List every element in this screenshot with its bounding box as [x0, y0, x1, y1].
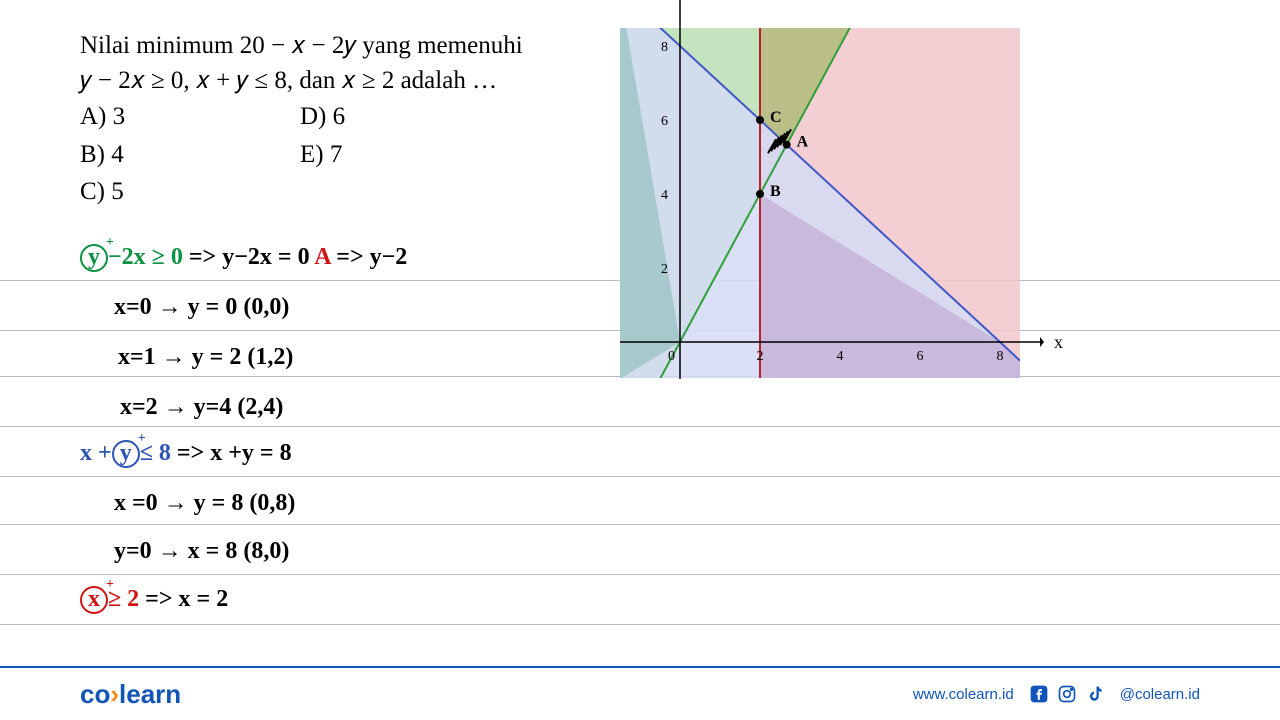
- footer: co›learn www.colearn.id @colearn.id: [0, 666, 1280, 720]
- rule-line: [0, 524, 1280, 525]
- handwriting-line: x+≥ 2 => x = 2: [80, 586, 228, 614]
- vertex-label: A: [797, 134, 809, 151]
- footer-right: www.colearn.id @colearn.id: [913, 683, 1200, 705]
- vertex-point: [783, 141, 791, 149]
- x-tick-label: 6: [917, 349, 924, 364]
- handwriting-segment: x+: [80, 586, 108, 614]
- handwriting-segment: x=0 → y = 0 (0,0): [114, 294, 289, 320]
- y-tick-label: 2: [661, 262, 668, 277]
- logo-co: co: [80, 679, 110, 709]
- rule-line: [0, 574, 1280, 575]
- x-axis-label: x: [1054, 332, 1063, 352]
- handwriting-segment: x =0 → y = 8 (0,8): [114, 490, 295, 516]
- vertex-label: C: [770, 109, 782, 126]
- answers-block: A) 3 D) 6 B) 4 E) 7 C) 5: [80, 98, 345, 211]
- answer-c: C) 5: [80, 173, 300, 211]
- logo-learn: learn: [119, 679, 181, 709]
- x-tick-label: 4: [837, 349, 844, 364]
- answer-e: E) 7: [300, 136, 342, 174]
- tiktok-icon: [1084, 683, 1106, 705]
- handwriting-line: x=1 → y = 2 (1,2): [118, 344, 293, 371]
- handwriting-line: x=0 → y = 0 (0,0): [114, 294, 289, 321]
- handwriting-line: x =0 → y = 8 (0,8): [114, 490, 295, 517]
- x-tick-label: 8: [997, 349, 1004, 364]
- social-icons: [1028, 683, 1106, 705]
- handwriting-segment: A: [314, 244, 330, 270]
- answer-d: D) 6: [300, 98, 345, 136]
- handwriting-segment: x +: [80, 440, 112, 466]
- rule-line: [0, 476, 1280, 477]
- answer-b: B) 4: [80, 136, 300, 174]
- rule-line: [0, 426, 1280, 427]
- facebook-icon: [1028, 683, 1050, 705]
- handwriting-segment: => x = 2: [139, 586, 228, 612]
- vertex-point: [756, 190, 764, 198]
- y-tick-label: 4: [661, 188, 668, 203]
- social-handle: @colearn.id: [1120, 686, 1200, 703]
- handwriting-segment: y+: [80, 244, 108, 272]
- handwriting-segment: y+: [112, 440, 140, 468]
- content-area: Nilai minimum 20 − 𝑥 − 2𝑦 yang memenuhi …: [0, 0, 1280, 660]
- y-tick-label: 8: [661, 40, 668, 55]
- inequality-chart: 246824680xyCAB: [620, 28, 1020, 378]
- handwriting-segment: x=2 → y=4 (2,4): [120, 394, 283, 420]
- website-url: www.colearn.id: [913, 686, 1014, 703]
- question-line1: Nilai minimum 20 − 𝑥 − 2𝑦 yang memenuhi: [80, 28, 620, 63]
- handwriting-segment: y=0 → x = 8 (8,0): [114, 538, 289, 564]
- handwriting-segment: x=1 → y = 2 (1,2): [118, 344, 293, 370]
- logo: co›learn: [80, 679, 181, 710]
- handwriting-segment: => y−2x = 0: [183, 244, 314, 270]
- question-block: Nilai minimum 20 − 𝑥 − 2𝑦 yang memenuhi …: [80, 28, 620, 98]
- origin-label: 0: [668, 349, 675, 364]
- y-tick-label: 6: [661, 114, 668, 129]
- x-tick-label: 2: [757, 349, 764, 364]
- vertex-label: B: [770, 183, 781, 200]
- answer-a: A) 3: [80, 98, 300, 136]
- handwriting-line: y+−2x ≥ 0 => y−2x = 0 A => y−2: [80, 244, 407, 272]
- instagram-icon: [1056, 683, 1078, 705]
- handwriting-line: x=2 → y=4 (2,4): [120, 394, 283, 421]
- handwriting-segment: => y−2: [330, 244, 407, 270]
- logo-arrow: ›: [110, 679, 119, 709]
- vertex-point: [756, 116, 764, 124]
- handwriting-segment: −2x ≥ 0: [108, 244, 183, 270]
- handwriting-line: x +y+≤ 8 => x +y = 8: [80, 440, 292, 468]
- rule-line: [0, 624, 1280, 625]
- question-line2: 𝑦 − 2𝑥 ≥ 0, 𝑥 + 𝑦 ≤ 8, dan 𝑥 ≥ 2 adalah …: [80, 63, 620, 98]
- handwriting-segment: => x +y = 8: [171, 440, 292, 466]
- handwriting-line: y=0 → x = 8 (8,0): [114, 538, 289, 565]
